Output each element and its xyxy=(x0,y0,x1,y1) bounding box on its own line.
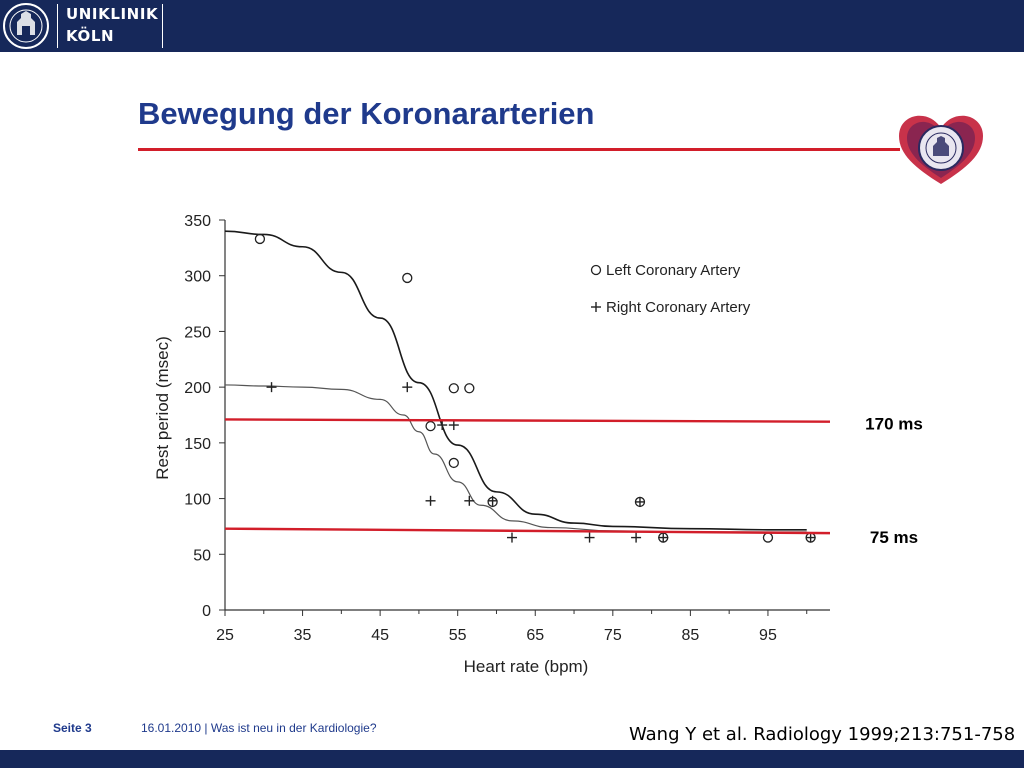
heart-seal-icon xyxy=(899,115,983,184)
left-coronary-point xyxy=(464,383,475,394)
right-coronary-point xyxy=(634,496,645,507)
x-tick-label: 45 xyxy=(371,627,389,644)
bottom-bar xyxy=(0,750,1024,768)
legend-left-coronary-marker xyxy=(590,264,602,276)
x-tick-label: 85 xyxy=(681,627,699,644)
right-coronary-point xyxy=(487,495,498,506)
university-seal-icon xyxy=(3,3,49,49)
left-coronary-point xyxy=(762,532,774,543)
x-tick-label: 35 xyxy=(294,627,312,644)
left-coronary-point xyxy=(448,383,459,394)
y-tick-label: 150 xyxy=(184,436,211,453)
right-coronary-point xyxy=(506,532,517,543)
right-coronary-point xyxy=(437,420,448,431)
page-number: Seite 3 xyxy=(53,721,92,735)
reference-line-170 xyxy=(224,418,831,423)
top-bar: UNIKLINIK KÖLN xyxy=(0,0,1024,52)
right-coronary-point xyxy=(402,382,413,393)
rest-period-chart: 25 35 45 55 65 75 85 95 0 50 100 150 200 250 300 350 17… xyxy=(153,213,923,676)
citation: Wang Y et al. Radiology 1999;213:751-758 xyxy=(629,724,1016,745)
left-coronary-fit-curve xyxy=(224,230,807,531)
reference-label-170: 170 ms xyxy=(865,415,923,434)
right-coronary-point xyxy=(448,420,459,431)
right-coronary-point xyxy=(658,532,669,543)
right-coronary-fit-curve xyxy=(224,384,807,533)
reference-line-75 xyxy=(224,527,831,535)
right-coronary-point xyxy=(266,382,277,393)
logo-divider-right xyxy=(162,4,163,48)
right-coronary-point xyxy=(425,495,436,506)
left-coronary-point xyxy=(448,457,459,469)
right-coronary-point xyxy=(584,532,595,543)
left-coronary-point xyxy=(254,233,266,245)
y-tick-label: 50 xyxy=(193,547,211,564)
x-tick-label: 25 xyxy=(216,627,234,644)
y-tick-label: 200 xyxy=(184,380,211,397)
footer-info: 16.01.2010 | Was ist neu in der Kardiolo… xyxy=(141,721,377,735)
x-tick-label: 55 xyxy=(449,627,467,644)
legend-right-coronary-marker xyxy=(591,302,601,312)
y-axis-label: Rest period (msec) xyxy=(153,336,172,480)
left-coronary-point xyxy=(402,272,413,284)
right-coronary-point xyxy=(464,495,475,506)
title-underline xyxy=(138,148,900,151)
right-coronary-point xyxy=(805,532,816,543)
y-tick-label: 100 xyxy=(184,492,211,509)
y-tick-label: 350 xyxy=(184,213,211,230)
reference-label-75: 75 ms xyxy=(870,528,918,547)
legend-right-coronary-label: Right Coronary Artery xyxy=(606,299,751,316)
x-axis-label: Heart rate (bpm) xyxy=(464,657,589,676)
logo-line-2: KÖLN xyxy=(66,27,115,45)
x-tick-label: 95 xyxy=(759,627,777,644)
y-tick-label: 250 xyxy=(184,324,211,341)
legend-left-coronary-label: Left Coronary Artery xyxy=(606,262,741,279)
uniklinik-logo-text: UNIKLINIK KÖLN xyxy=(66,3,158,47)
logo-line-1: UNIKLINIK xyxy=(66,5,159,23)
right-coronary-point xyxy=(631,532,642,543)
left-coronary-point xyxy=(425,420,436,432)
y-tick-label: 0 xyxy=(202,603,211,620)
logo-divider xyxy=(57,4,58,48)
y-tick-label: 300 xyxy=(184,269,211,286)
x-tick-label: 75 xyxy=(604,627,622,644)
slide-title: Bewegung der Koronararterien xyxy=(138,96,595,131)
x-tick-label: 65 xyxy=(526,627,544,644)
